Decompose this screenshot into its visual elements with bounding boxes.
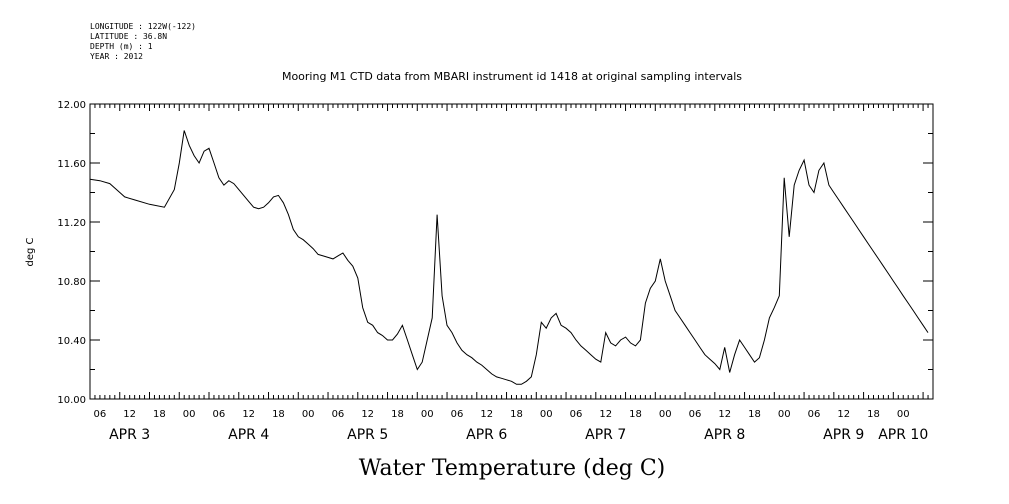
x-date-label: APR 3: [109, 427, 150, 443]
x-date-label: APR 8: [704, 427, 745, 443]
x-hour-label: 06: [808, 409, 821, 420]
x-hour-label: 06: [689, 409, 702, 420]
x-hour-label: 00: [540, 409, 553, 420]
x-hour-label: 00: [659, 409, 672, 420]
x-hour-label: 12: [837, 409, 850, 420]
x-hour-label: 06: [332, 409, 345, 420]
year-text: YEAR : 2012: [90, 52, 143, 61]
x-hour-label: 18: [867, 409, 880, 420]
y-tick-label: 11.60: [57, 159, 86, 170]
x-date-label: APR 9: [823, 427, 864, 443]
x-hour-label: 18: [629, 409, 642, 420]
x-date-label: APR 10: [878, 427, 928, 443]
x-hour-label: 12: [123, 409, 136, 420]
x-date-label: APR 4: [228, 427, 269, 443]
x-hour-label: 00: [897, 409, 910, 420]
x-hour-label: 06: [94, 409, 107, 420]
x-hour-label: 18: [510, 409, 523, 420]
x-axis: 06 12 18 00 06 12 18 00 06 12 18 00 06 12 18 00 06 12 18 00…: [89, 104, 934, 443]
latitude-text: LATITUDE : 36.8N: [90, 32, 168, 41]
x-hour-label: 18: [748, 409, 761, 420]
x-hour-label: 18: [272, 409, 285, 420]
series-line-water-temperature: [89, 130, 929, 385]
y-tick-label: 10.80: [57, 277, 86, 288]
y-tick-label: 10.40: [57, 336, 86, 347]
x-hour-label: 12: [480, 409, 493, 420]
x-hour-label: 18: [391, 409, 404, 420]
chart-title: Mooring M1 CTD data from MBARI instrumen…: [282, 70, 742, 83]
x-hour-label: 12: [361, 409, 374, 420]
x-hour-label: 06: [213, 409, 226, 420]
x-hour-label: 00: [302, 409, 315, 420]
x-hour-label: 00: [183, 409, 196, 420]
x-hour-label: 06: [570, 409, 583, 420]
x-hour-label: 12: [242, 409, 255, 420]
y-tick-label: 12.00: [57, 100, 86, 111]
x-date-label: APR 7: [585, 427, 626, 443]
depth-text: DEPTH (m) : 1: [90, 42, 153, 51]
x-hour-label: 06: [451, 409, 464, 420]
x-hour-label: 00: [421, 409, 434, 420]
y-tick-label: 11.20: [57, 218, 86, 229]
x-axis-title: Water Temperature (deg C): [359, 456, 666, 481]
x-date-label: APR 5: [347, 427, 388, 443]
x-hour-label: 18: [153, 409, 166, 420]
y-tick-label: 10.00: [57, 395, 86, 406]
y-axis-label: deg C: [25, 237, 36, 266]
metadata-block: LONGITUDE : 122W(-122) LATITUDE : 36.8N …: [90, 22, 196, 62]
x-hour-label: 12: [599, 409, 612, 420]
plot-frame: [89, 103, 934, 400]
y-axis: 10.00 10.40 10.80 11.20 11.60 12.00: [57, 100, 933, 406]
x-hour-label: 00: [778, 409, 791, 420]
longitude-text: LONGITUDE : 122W(-122): [90, 22, 196, 31]
x-hour-label: 12: [718, 409, 731, 420]
x-date-label: APR 6: [466, 427, 507, 443]
